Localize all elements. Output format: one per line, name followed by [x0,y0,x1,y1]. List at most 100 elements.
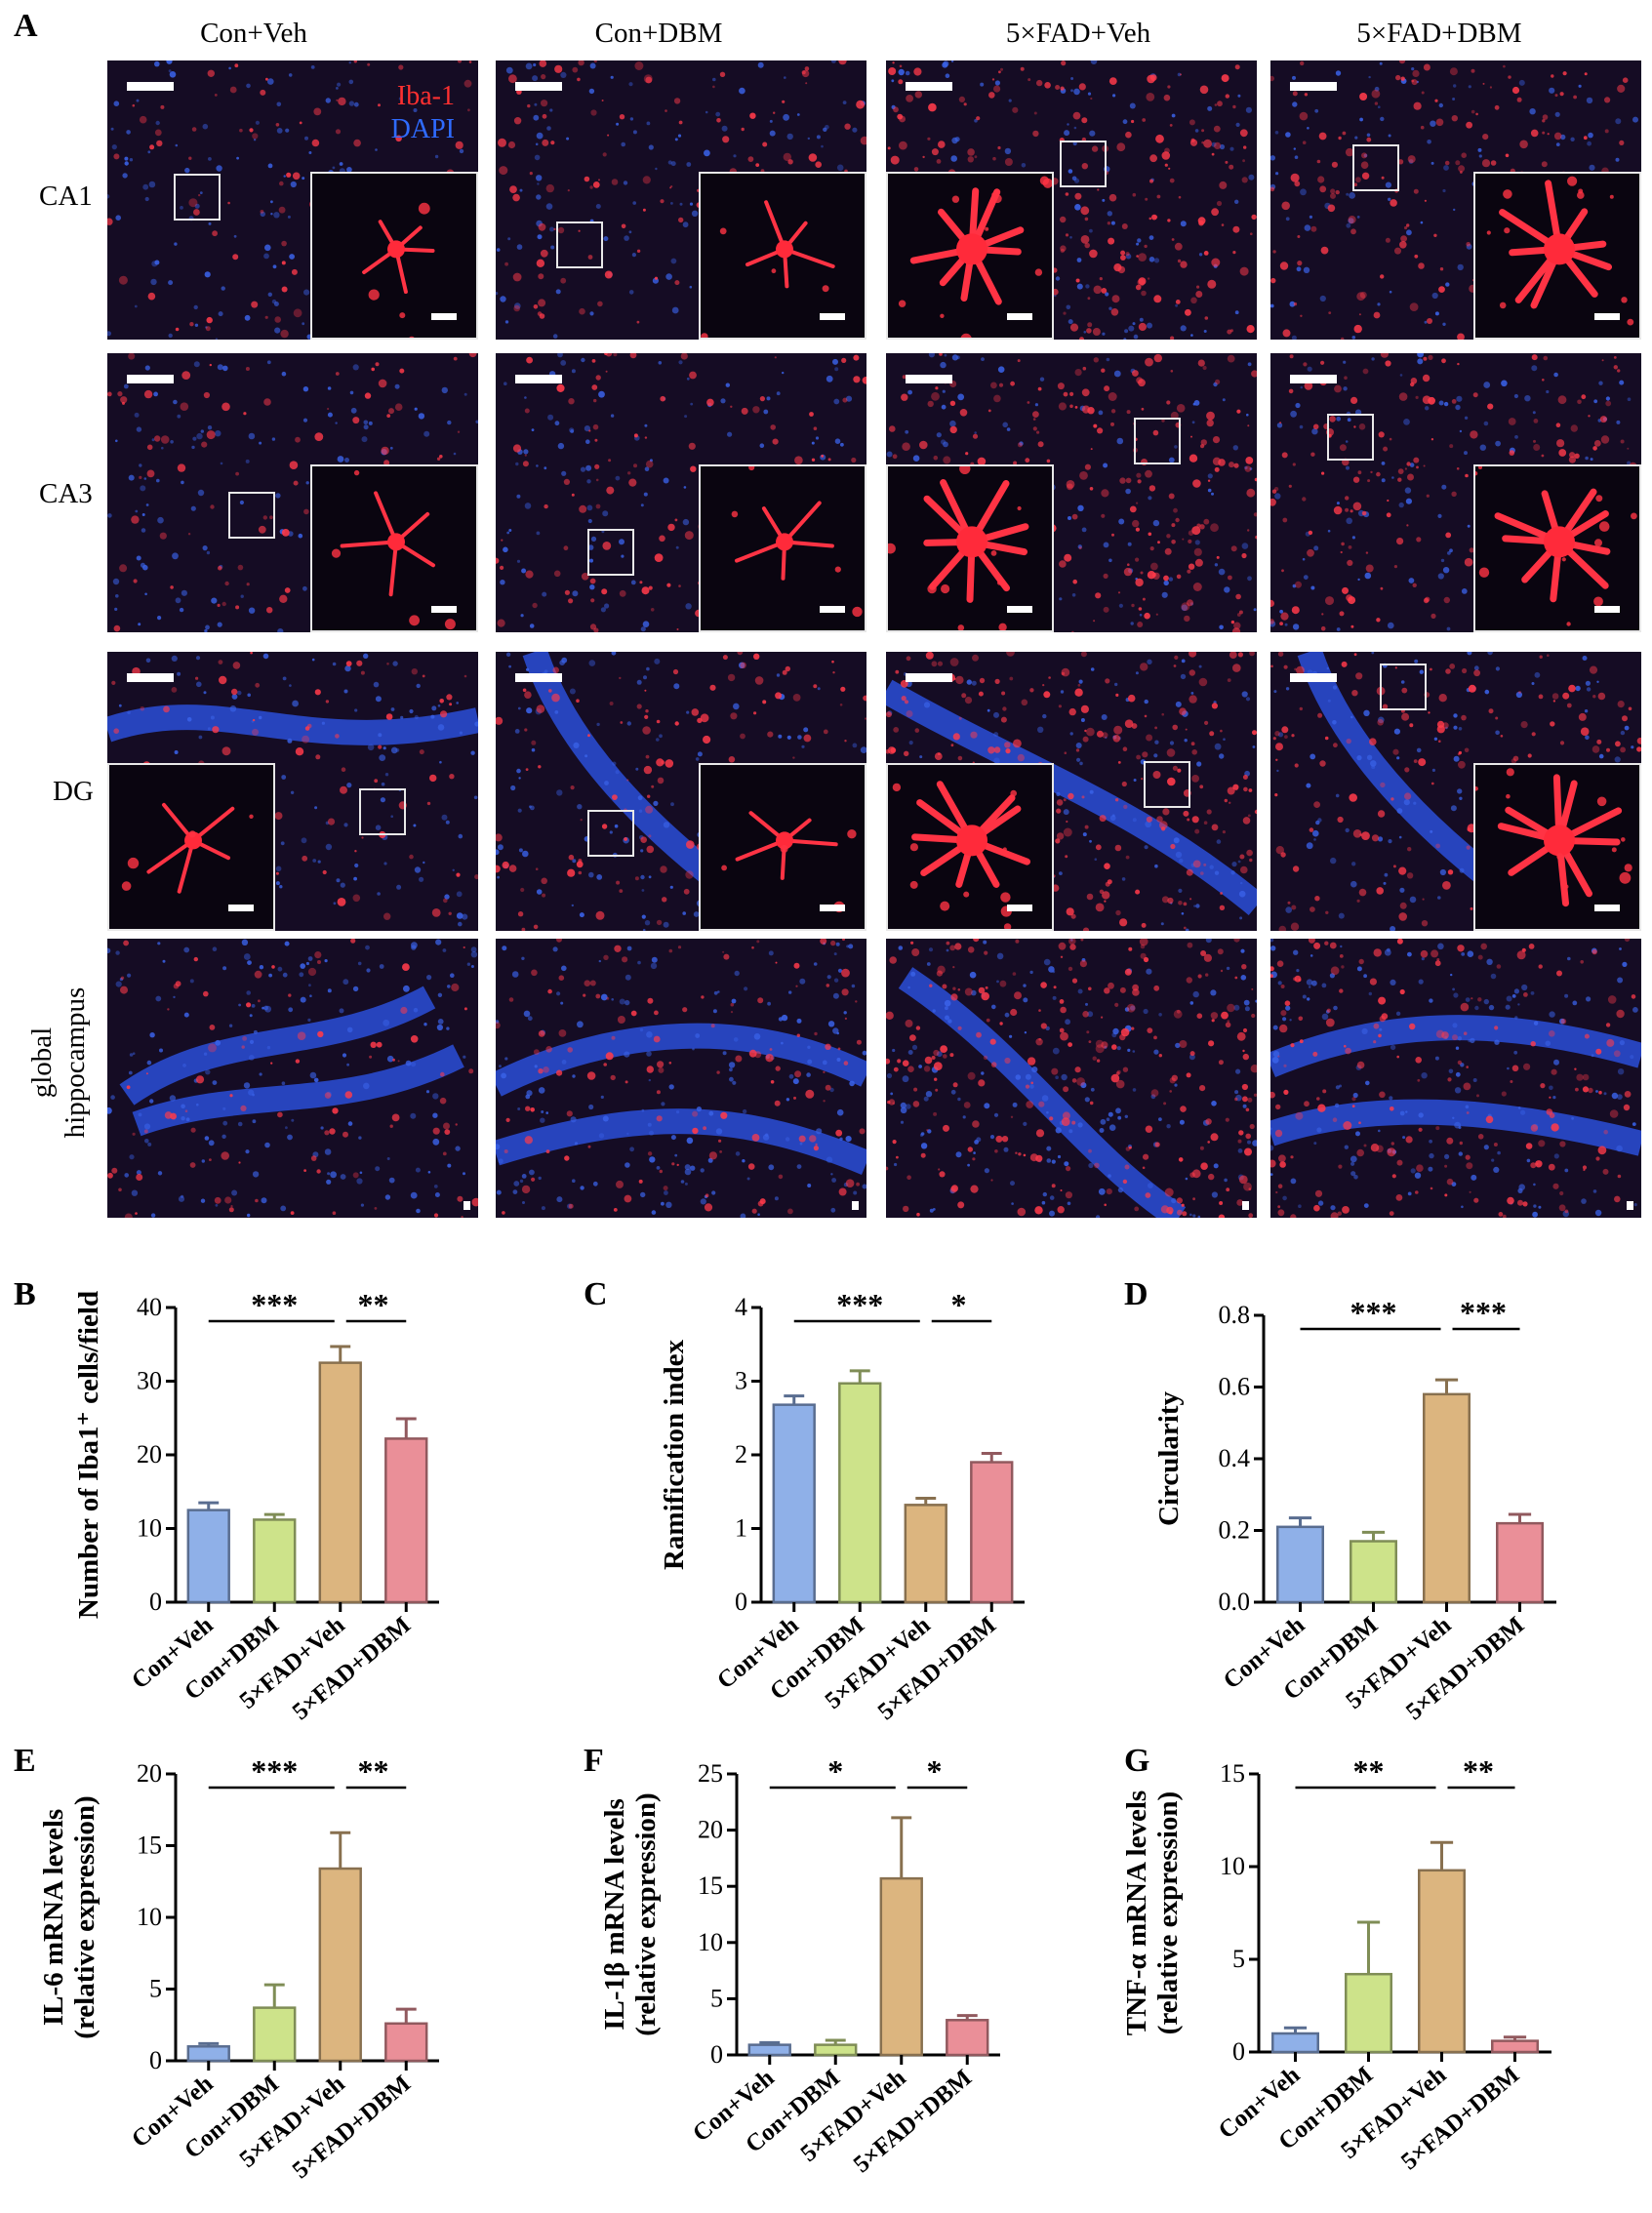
micrograph-global-con-veh [107,939,478,1218]
panel-letter-b: B [14,1276,36,1312]
inset-scale-bar [431,606,457,613]
bar-5xfad-dbm [384,2022,428,2063]
roi-box [174,174,221,221]
zoom-inset [1473,763,1641,931]
bar-5xfad-veh [1418,1869,1466,2054]
inset-scale-bar [1594,313,1620,320]
panel-letter-c: C [584,1276,608,1312]
bar-con-veh [1271,2032,1319,2054]
scale-bar [1290,375,1337,383]
y-tick-label: 5 [710,1984,723,2012]
zoom-inset [699,763,866,931]
y-tick-label: 2 [735,1440,747,1469]
scale-bar [906,375,952,383]
bar-con-dbm [1345,1972,1392,2054]
panel-letter-a: A [14,8,38,44]
roi-box [587,529,634,576]
significance-label: ** [358,1753,389,1789]
bar-con-dbm [253,1518,297,1604]
y-tick-label: 0 [149,1588,162,1616]
roi-box [1134,418,1181,464]
y-axis-label: (relative expression) [1152,1791,1184,2034]
y-tick-label: 5 [149,1975,162,2003]
y-tick-label: 10 [698,1928,723,1956]
micrograph-ca3-con-veh [107,353,478,632]
zoom-inset [107,763,275,931]
y-tick-label: 0.4 [1219,1444,1251,1472]
y-tick-label: 20 [137,1759,162,1788]
micrograph-dg-con-veh [107,652,478,931]
y-tick-label: 15 [698,1871,723,1900]
inset-scale-bar [1594,905,1620,911]
bar-con-dbm [838,1382,882,1604]
zoom-inset [699,464,866,632]
scale-bar [515,375,562,383]
panel-letter-e: E [14,1743,36,1779]
inset-scale-bar [1594,606,1620,613]
y-tick-label: 0 [1232,2037,1245,2066]
y-tick-label: 0.2 [1219,1516,1251,1545]
significance-label: ** [1463,1753,1494,1789]
y-tick-label: 20 [698,1816,723,1844]
roi-box [1327,414,1374,461]
significance-label: ** [1353,1753,1385,1789]
scale-bar [1627,1201,1633,1210]
y-axis-label: IL-6 mRNA levels [38,1809,69,2026]
y-axis-label: Ramification index [659,1339,690,1570]
zoom-inset [1473,172,1641,340]
stain-legend-iba-1: Iba-1 [396,81,455,111]
roi-box [556,221,603,268]
y-tick-label: 0 [735,1588,747,1616]
micrograph-global-5xfad-veh [886,939,1257,1218]
y-tick-label: 5 [1232,1945,1245,1973]
scale-bar [852,1201,859,1210]
micrograph-dg-5xfad-dbm [1270,652,1641,931]
y-tick-label: 4 [735,1293,747,1321]
micrograph-ca1-5xfad-dbm [1270,60,1641,340]
micrograph-dg-con-dbm [496,652,866,931]
significance-label: *** [1460,1295,1507,1330]
scale-bar [1242,1201,1249,1210]
micrograph-global-con-dbm [496,939,866,1218]
zoom-inset [886,172,1054,340]
y-tick-label: 40 [137,1293,162,1321]
scale-bar [1290,673,1337,682]
significance-label: *** [251,1287,298,1322]
y-tick-label: 15 [137,1831,162,1860]
micrograph-ca1-con-veh: Iba-1 DAPI [107,60,478,340]
y-tick-label: 15 [1220,1759,1245,1788]
y-axis-label: IL-1β mRNA levels [599,1798,630,2031]
column-header-5xfad-dbm: 5×FAD+DBM [1356,18,1522,49]
y-axis-label: Circularity [1153,1391,1185,1526]
micrograph-ca1-5xfad-veh [886,60,1257,340]
column-header-con-dbm: Con+DBM [594,18,723,49]
zoom-inset [886,763,1054,931]
stain-legend: Iba-1 DAPI [391,80,455,146]
significance-label: * [951,1287,967,1322]
scale-bar [463,1201,470,1210]
y-tick-label: 10 [1220,1852,1245,1880]
y-axis-label: TNF-α mRNA levels [1121,1791,1152,2035]
significance-label: ** [358,1287,389,1322]
bar-5xfad-dbm [1496,1521,1544,1604]
bar-5xfad-veh [879,1876,923,2057]
micrograph-ca3-5xfad-veh [886,353,1257,632]
row-label-ca3: CA3 [39,478,93,509]
bar-5xfad-veh [318,1867,362,2063]
roi-box [1380,664,1427,710]
scale-bar [515,82,562,91]
roi-box [359,788,406,835]
inset-scale-bar [1007,905,1032,911]
y-tick-label: 0.6 [1219,1373,1251,1401]
scale-bar [127,673,174,682]
micrograph-ca3-con-dbm [496,353,866,632]
y-tick-label: 10 [137,1903,162,1931]
inset-scale-bar [820,313,845,320]
inset-scale-bar [820,905,845,911]
